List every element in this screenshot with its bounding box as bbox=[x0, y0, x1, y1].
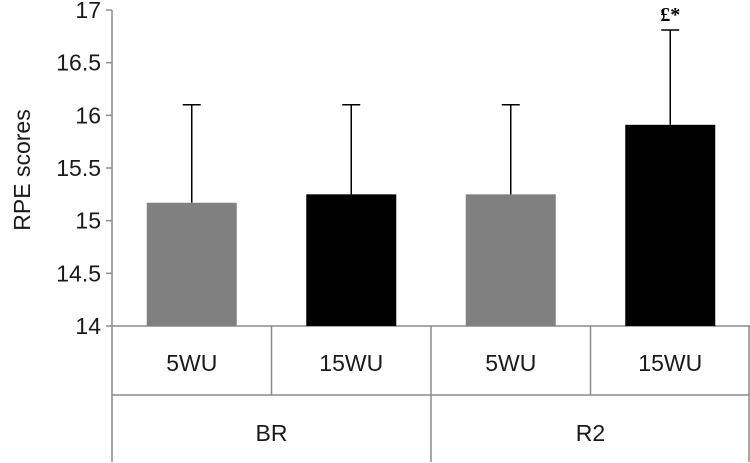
y-tick-label: 15 bbox=[75, 208, 101, 234]
category-label: 15WU bbox=[638, 350, 702, 376]
category-label: 5WU bbox=[485, 350, 536, 376]
y-tick-label: 16.5 bbox=[56, 50, 101, 76]
bar bbox=[146, 202, 237, 326]
y-tick-label: 17 bbox=[75, 0, 101, 23]
y-tick-label: 14.5 bbox=[56, 260, 101, 286]
y-tick-label: 16 bbox=[75, 102, 101, 128]
axes: 14 14.5 15 15.5 16 16.5 17 bbox=[56, 0, 750, 462]
category-label: 15WU bbox=[319, 350, 383, 376]
bar bbox=[465, 194, 556, 326]
group-label: R2 bbox=[576, 420, 605, 446]
group-label: BR bbox=[256, 420, 288, 446]
labels: 5WU 15WU BR 5WU 15WU R2 bbox=[166, 350, 702, 446]
y-tick-label: 14 bbox=[75, 313, 101, 339]
y-tick-label: 15.5 bbox=[56, 155, 101, 181]
bar bbox=[306, 194, 397, 326]
bar bbox=[625, 124, 716, 327]
y-axis-label: RPE scores bbox=[9, 109, 35, 230]
significance-annotation: £* bbox=[660, 4, 680, 26]
bars: £* bbox=[146, 4, 716, 327]
category-label: 5WU bbox=[166, 350, 217, 376]
